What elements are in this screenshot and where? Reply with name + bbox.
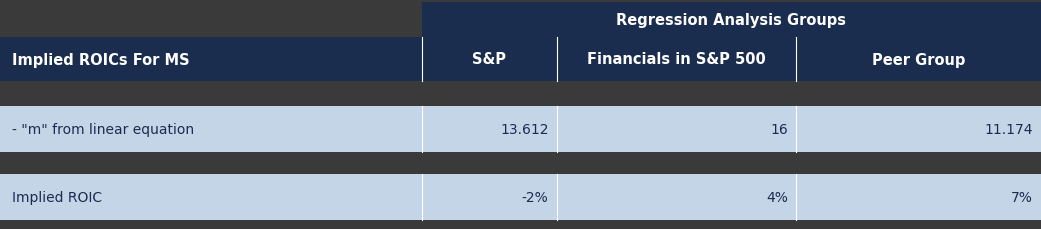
Bar <box>0 152 1041 174</box>
Text: Implied ROIC: Implied ROIC <box>12 190 103 204</box>
Text: - "m" from linear equation: - "m" from linear equation <box>12 123 195 136</box>
Bar <box>0 3 422 38</box>
Text: 11.174: 11.174 <box>984 123 1033 136</box>
Text: Implied ROICs For MS: Implied ROICs For MS <box>12 52 191 67</box>
Text: 7%: 7% <box>1011 190 1033 204</box>
Bar <box>0 38 1041 82</box>
Bar <box>0 106 1041 152</box>
Bar <box>422 3 1041 38</box>
Text: S&P: S&P <box>473 52 506 67</box>
Text: -2%: -2% <box>522 190 549 204</box>
Text: 13.612: 13.612 <box>500 123 549 136</box>
Text: Regression Analysis Groups: Regression Analysis Groups <box>616 13 846 28</box>
Text: Peer Group: Peer Group <box>872 52 965 67</box>
Bar <box>0 82 1041 106</box>
Text: 4%: 4% <box>766 190 788 204</box>
Bar <box>0 174 1041 220</box>
Text: 16: 16 <box>770 123 788 136</box>
Text: Financials in S&P 500: Financials in S&P 500 <box>587 52 766 67</box>
